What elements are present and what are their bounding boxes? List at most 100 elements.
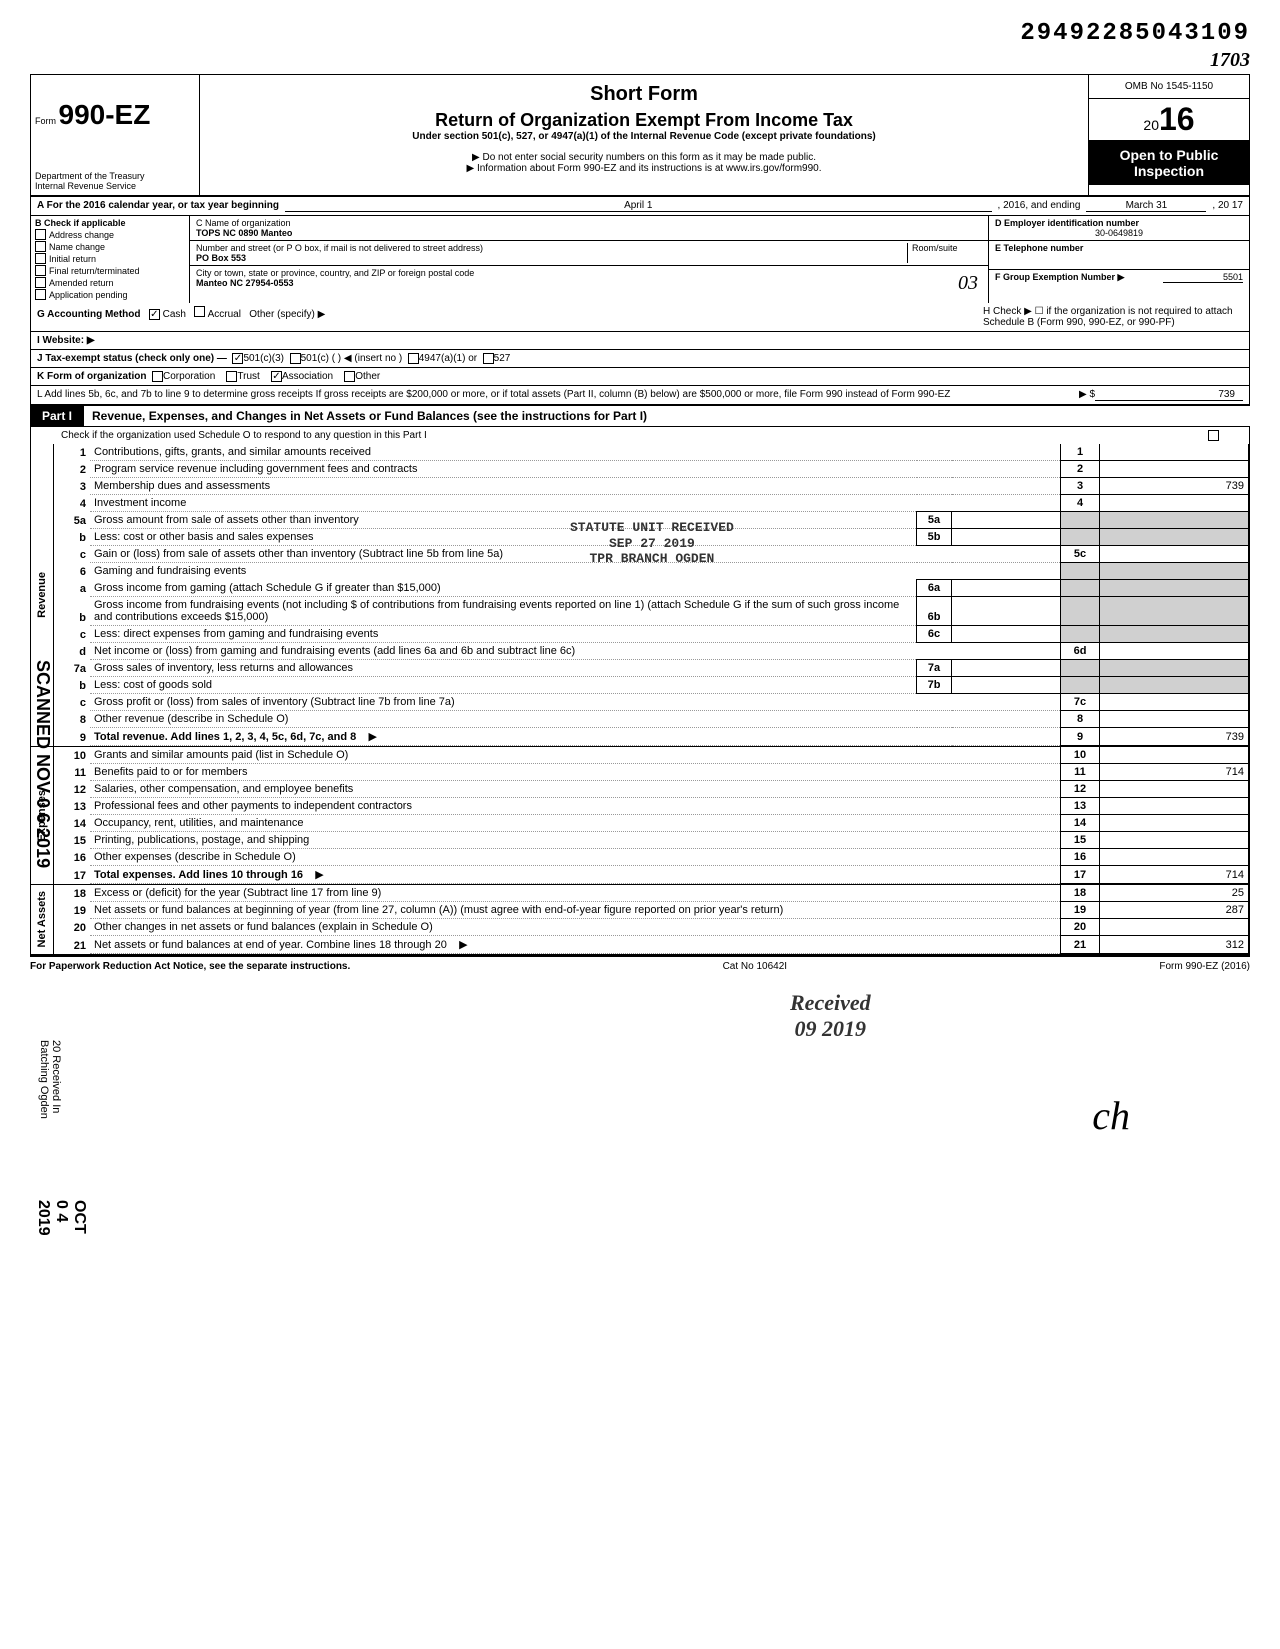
l5c-val: [1100, 546, 1249, 563]
chk-addr[interactable]: [35, 229, 46, 240]
lbl-kother: Other: [355, 371, 380, 382]
lbl-addr: Address change: [49, 230, 114, 240]
footer-mid: Cat No 10642I: [723, 961, 788, 972]
l10-desc: Grants and similar amounts paid (list in…: [94, 749, 348, 761]
l12-val: [1100, 781, 1249, 798]
chk-501c[interactable]: [290, 353, 301, 364]
lbl-cash: Cash: [163, 309, 186, 320]
l18-val: 25: [1100, 885, 1249, 902]
batching-stamp: 20 Received In Batching Ogden: [38, 1040, 62, 1139]
lbl-corp: Corporation: [163, 371, 215, 382]
l21-val: 312: [1100, 936, 1249, 954]
l6b-desc: Gross income from fundraising events (no…: [94, 599, 899, 623]
l2-desc: Program service revenue including govern…: [94, 463, 417, 475]
l-val: 739: [1095, 389, 1243, 401]
chk-cash[interactable]: [149, 309, 160, 320]
omb-number: OMB No 1545-1150: [1089, 75, 1249, 99]
doc-sub: 1703: [1210, 49, 1250, 71]
info-note: ▶ Information about Form 990-EZ and its …: [204, 163, 1084, 174]
l7c-val: [1100, 694, 1249, 711]
l14-desc: Occupancy, rent, utilities, and maintena…: [94, 817, 304, 829]
phone-label: E Telephone number: [995, 243, 1243, 253]
chk-amended[interactable]: [35, 277, 46, 288]
lbl-final: Final return/terminated: [49, 266, 140, 276]
chk-assoc[interactable]: [271, 371, 282, 382]
form-number: 990-EZ: [59, 99, 151, 130]
chk-name[interactable]: [35, 241, 46, 252]
irs-label: Internal Revenue Service: [35, 181, 195, 191]
l3-val: 739: [1100, 478, 1249, 495]
col-b-header: B Check if applicable: [35, 218, 185, 228]
l5a-desc: Gross amount from sale of assets other t…: [94, 514, 359, 526]
l4-desc: Investment income: [94, 497, 186, 509]
group-value: 5501: [1163, 272, 1243, 283]
row-a-end2: , 20 17: [1212, 200, 1243, 212]
part1-label: Part I: [30, 406, 84, 426]
side-netassets: Net Assets: [36, 891, 48, 947]
l6c-desc: Less: direct expenses from gaming and fu…: [94, 628, 378, 640]
side-revenue: Revenue: [36, 572, 48, 618]
l17-desc: Total expenses. Add lines 10 through 16: [94, 869, 303, 881]
l12-desc: Salaries, other compensation, and employ…: [94, 783, 353, 795]
city-label: City or town, state or province, country…: [196, 268, 982, 278]
form-label: Form: [35, 116, 56, 126]
scanned-stamp: SCANNED NOV 0 6 2019: [32, 660, 53, 868]
hand-03: 03: [958, 272, 978, 295]
lbl-name: Name change: [49, 242, 105, 252]
group-label: F Group Exemption Number ▶: [995, 272, 1163, 283]
l6-desc: Gaming and fundraising events: [94, 565, 246, 577]
col-c: C Name of organization TOPS NC 0890 Mant…: [190, 216, 989, 303]
chk-accrual[interactable]: [194, 306, 205, 317]
chk-corp[interactable]: [152, 371, 163, 382]
chk-4947[interactable]: [408, 353, 419, 364]
chk-pending[interactable]: [35, 289, 46, 300]
lbl-assoc: Association: [282, 371, 333, 382]
chk-527[interactable]: [483, 353, 494, 364]
l6a-desc: Gross income from gaming (attach Schedul…: [94, 582, 441, 594]
l10-val: [1100, 747, 1249, 764]
name-label: C Name of organization: [196, 218, 982, 228]
lbl-527: 527: [494, 353, 511, 364]
l6d-val: [1100, 643, 1249, 660]
l20-desc: Other changes in net assets or fund bala…: [94, 921, 433, 933]
l-text: L Add lines 5b, 6c, and 7b to line 9 to …: [37, 389, 1055, 401]
l3-desc: Membership dues and assessments: [94, 480, 270, 492]
row-a: A For the 2016 calendar year, or tax yea…: [30, 197, 1250, 216]
part1-title: Revenue, Expenses, and Changes in Net As…: [84, 406, 655, 426]
chk-scho[interactable]: [1208, 430, 1219, 441]
lbl-501c3: 501(c)(3): [243, 353, 284, 364]
open-public: Open to Public Inspection: [1089, 141, 1249, 185]
chk-trust[interactable]: [226, 371, 237, 382]
org-name: TOPS NC 0890 Manteo: [196, 228, 982, 238]
i-label: I Website: ▶: [37, 335, 95, 346]
city: Manteo NC 27954-0553: [196, 278, 982, 288]
street: PO Box 553: [196, 253, 907, 263]
col-de: D Employer identification number 30-0649…: [989, 216, 1249, 303]
dept-label: Department of the Treasury: [35, 171, 195, 181]
l8-desc: Other revenue (describe in Schedule O): [94, 713, 288, 725]
l13-val: [1100, 798, 1249, 815]
l13-desc: Professional fees and other payments to …: [94, 800, 412, 812]
l9-val: 739: [1100, 728, 1249, 746]
g-label: G Accounting Method: [37, 309, 141, 320]
right-box: OMB No 1545-1150 2016 Open to Public Ins…: [1089, 75, 1249, 195]
title-box: Short Form Return of Organization Exempt…: [200, 75, 1089, 195]
chk-initial[interactable]: [35, 253, 46, 264]
chk-kother[interactable]: [344, 371, 355, 382]
part1-header: Part I Revenue, Expenses, and Changes in…: [30, 404, 1250, 427]
chk-501c3[interactable]: [232, 353, 243, 364]
l9-desc: Total revenue. Add lines 1, 2, 3, 4, 5c,…: [94, 731, 356, 743]
return-title: Return of Organization Exempt From Incom…: [204, 110, 1084, 131]
lbl-4947: 4947(a)(1) or: [419, 353, 477, 364]
lbl-amended: Amended return: [49, 278, 114, 288]
j-label: J Tax-exempt status (check only one) —: [37, 353, 227, 364]
lbl-other: Other (specify) ▶: [249, 309, 325, 320]
l15-desc: Printing, publications, postage, and shi…: [94, 834, 309, 846]
street-label: Number and street (or P O box, if mail i…: [196, 243, 907, 253]
l8-val: [1100, 711, 1249, 728]
short-form-title: Short Form: [204, 83, 1084, 106]
chk-final[interactable]: [35, 265, 46, 276]
l21-desc: Net assets or fund balances at end of ye…: [94, 939, 447, 951]
initials: ch: [1092, 1093, 1130, 1138]
l11-val: 714: [1100, 764, 1249, 781]
